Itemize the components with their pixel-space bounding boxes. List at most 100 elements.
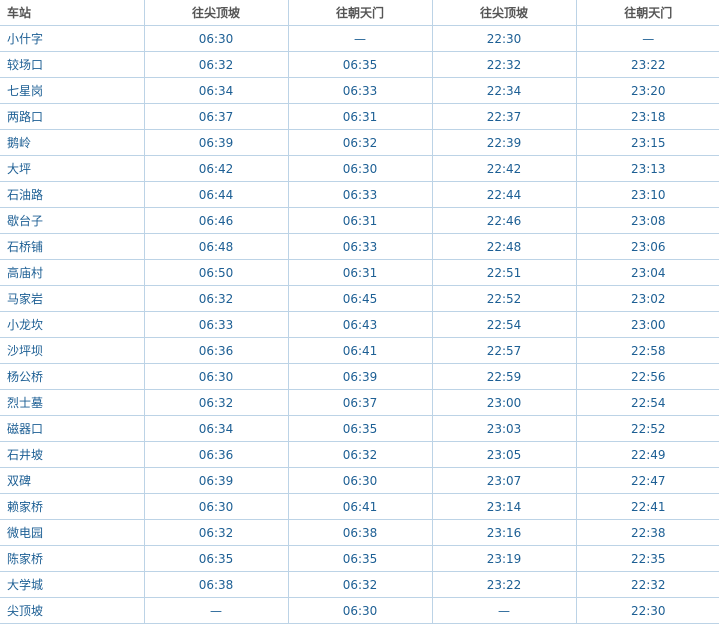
station-name: 石桥铺 bbox=[0, 233, 145, 260]
table-row: 鹅岭 06:39 06:32 22:39 23:15 bbox=[0, 129, 719, 156]
time-cell: 23:05 bbox=[431, 441, 577, 468]
station-name: 小什字 bbox=[0, 25, 145, 52]
table-row: 大坪 06:42 06:30 22:42 23:13 bbox=[0, 155, 719, 182]
station-name: 高庙村 bbox=[0, 259, 145, 286]
column-header-direction: 往尖顶坡 bbox=[431, 0, 577, 26]
header-row: 车站 往尖顶坡 往朝天门 往尖顶坡 往朝天门 bbox=[0, 0, 719, 26]
time-cell: 06:33 bbox=[287, 181, 433, 208]
time-cell: 06:33 bbox=[287, 77, 433, 104]
time-cell: 23:16 bbox=[431, 519, 577, 546]
time-cell: — bbox=[143, 597, 289, 624]
time-cell: 06:35 bbox=[287, 415, 433, 442]
table-row: 小龙坎 06:33 06:43 22:54 23:00 bbox=[0, 311, 719, 338]
station-name: 大坪 bbox=[0, 155, 145, 182]
table-row: 石油路 06:44 06:33 22:44 23:10 bbox=[0, 181, 719, 208]
time-cell: 06:34 bbox=[143, 77, 289, 104]
time-cell: 22:59 bbox=[431, 363, 577, 390]
time-cell: 06:30 bbox=[143, 25, 289, 52]
station-name: 鹅岭 bbox=[0, 129, 145, 156]
time-cell: 06:30 bbox=[287, 467, 433, 494]
time-cell: 06:41 bbox=[287, 337, 433, 364]
time-cell: 22:37 bbox=[431, 103, 577, 130]
time-cell: 06:37 bbox=[143, 103, 289, 130]
time-cell: 06:34 bbox=[143, 415, 289, 442]
time-cell: 06:32 bbox=[143, 519, 289, 546]
time-cell: 22:51 bbox=[431, 259, 577, 286]
time-cell: 06:35 bbox=[287, 545, 433, 572]
time-cell: 22:32 bbox=[431, 51, 577, 78]
station-name: 陈家桥 bbox=[0, 545, 145, 572]
time-cell: 23:00 bbox=[431, 389, 577, 416]
table-row: 歇台子 06:46 06:31 22:46 23:08 bbox=[0, 207, 719, 234]
station-name: 石井坡 bbox=[0, 441, 145, 468]
time-cell: 06:44 bbox=[143, 181, 289, 208]
time-cell: 23:08 bbox=[575, 207, 719, 234]
table-row: 赖家桥 06:30 06:41 23:14 22:41 bbox=[0, 493, 719, 520]
table-row: 七星岗 06:34 06:33 22:34 23:20 bbox=[0, 77, 719, 104]
time-cell: 06:30 bbox=[143, 363, 289, 390]
time-cell: 22:30 bbox=[431, 25, 577, 52]
time-cell: 06:32 bbox=[143, 285, 289, 312]
table-row: 双碑 06:39 06:30 23:07 22:47 bbox=[0, 467, 719, 494]
time-cell: 23:10 bbox=[575, 181, 719, 208]
time-cell: 22:38 bbox=[575, 519, 719, 546]
column-header-station: 车站 bbox=[0, 0, 145, 26]
table-row: 尖顶坡 —06:30—22:30 bbox=[0, 597, 719, 624]
time-cell: 06:39 bbox=[287, 363, 433, 390]
table-row: 石桥铺 06:48 06:33 22:48 23:06 bbox=[0, 233, 719, 260]
time-cell: 23:22 bbox=[575, 51, 719, 78]
time-cell: 06:38 bbox=[287, 519, 433, 546]
time-cell: 23:07 bbox=[431, 467, 577, 494]
time-cell: 06:38 bbox=[143, 571, 289, 598]
time-cell: 06:42 bbox=[143, 155, 289, 182]
time-cell: 23:14 bbox=[431, 493, 577, 520]
time-cell: 06:39 bbox=[143, 129, 289, 156]
time-cell: 23:00 bbox=[575, 311, 719, 338]
time-cell: 22:39 bbox=[431, 129, 577, 156]
table-row: 小什字 06:30—22:30— bbox=[0, 25, 719, 52]
station-name: 尖顶坡 bbox=[0, 597, 145, 624]
station-name: 沙坪坝 bbox=[0, 337, 145, 364]
station-name: 赖家桥 bbox=[0, 493, 145, 520]
time-cell: 22:41 bbox=[575, 493, 719, 520]
time-cell: — bbox=[431, 597, 577, 624]
time-cell: 22:46 bbox=[431, 207, 577, 234]
time-cell: 22:58 bbox=[575, 337, 719, 364]
column-header-direction: 往朝天门 bbox=[575, 0, 719, 26]
column-header-direction: 往尖顶坡 bbox=[143, 0, 289, 26]
time-cell: 06:31 bbox=[287, 259, 433, 286]
time-cell: 23:19 bbox=[431, 545, 577, 572]
time-cell: 22:47 bbox=[575, 467, 719, 494]
time-cell: 22:54 bbox=[575, 389, 719, 416]
time-cell: 06:33 bbox=[287, 233, 433, 260]
station-name: 大学城 bbox=[0, 571, 145, 598]
time-cell: 06:31 bbox=[287, 103, 433, 130]
time-cell: 23:13 bbox=[575, 155, 719, 182]
time-cell: 06:30 bbox=[287, 155, 433, 182]
time-cell: 06:32 bbox=[287, 571, 433, 598]
time-cell: 22:49 bbox=[575, 441, 719, 468]
time-cell: 06:35 bbox=[287, 51, 433, 78]
table-row: 大学城 06:38 06:32 23:22 22:32 bbox=[0, 571, 719, 598]
station-name: 石油路 bbox=[0, 181, 145, 208]
station-name: 杨公桥 bbox=[0, 363, 145, 390]
table-row: 沙坪坝 06:36 06:41 22:57 22:58 bbox=[0, 337, 719, 364]
time-cell: 06:50 bbox=[143, 259, 289, 286]
time-cell: 06:32 bbox=[143, 389, 289, 416]
table-row: 马家岩 06:32 06:45 22:52 23:02 bbox=[0, 285, 719, 312]
time-cell: 06:32 bbox=[287, 441, 433, 468]
time-cell: 06:37 bbox=[287, 389, 433, 416]
time-cell: 22:44 bbox=[431, 181, 577, 208]
time-cell: 22:34 bbox=[431, 77, 577, 104]
time-cell: 06:33 bbox=[143, 311, 289, 338]
time-cell: 06:32 bbox=[287, 129, 433, 156]
time-cell: 22:54 bbox=[431, 311, 577, 338]
time-cell: 23:18 bbox=[575, 103, 719, 130]
time-cell: 23:22 bbox=[431, 571, 577, 598]
station-name: 小龙坎 bbox=[0, 311, 145, 338]
station-name: 磁器口 bbox=[0, 415, 145, 442]
time-cell: 06:30 bbox=[143, 493, 289, 520]
time-cell: 22:32 bbox=[575, 571, 719, 598]
time-cell: 06:46 bbox=[143, 207, 289, 234]
